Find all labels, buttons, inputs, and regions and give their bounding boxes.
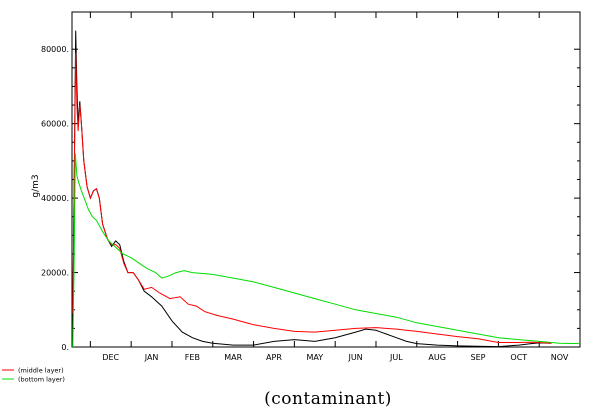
plot-frame: [71, 11, 581, 348]
x-tick-label: AUG: [428, 353, 446, 362]
y-tick-label: 40000.: [41, 194, 69, 203]
y-axis-label: g/m3: [31, 174, 41, 197]
chart-caption: (contaminant): [264, 389, 392, 409]
x-tick-label: OCT: [510, 353, 527, 362]
legend-label: (bottom layer): [18, 376, 65, 384]
x-tick-label: NOV: [551, 353, 569, 362]
x-tick-label: MAR: [224, 353, 242, 362]
x-tick-label: MAY: [306, 353, 323, 362]
y-tick-label: 20000.: [41, 269, 69, 278]
x-tick-label: JUN: [347, 353, 362, 362]
plot-border: [71, 11, 581, 348]
x-tick-label: FEB: [185, 353, 200, 362]
series-line-2: [72, 52, 552, 344]
x-tick-label: APR: [266, 353, 282, 362]
y-tick-label: 0.: [61, 343, 69, 352]
x-tick-label: SEP: [471, 353, 486, 362]
series-lines: [72, 30, 581, 348]
x-tick-label: JUL: [389, 353, 403, 362]
y-tick-label: 80000.: [41, 45, 69, 54]
y-axis: 0. 20000. 40000. 60000. 80000.: [41, 45, 580, 352]
series-line-1: [72, 30, 552, 348]
legend-label: (middle layer): [18, 367, 64, 375]
series-line-3: [72, 153, 581, 348]
x-tick-label: JAN: [144, 353, 159, 362]
x-tick-label: DEC: [102, 353, 119, 362]
y-tick-label: 60000.: [41, 120, 69, 129]
legend: (middle layer)(bottom layer): [2, 367, 65, 384]
x-axis: DEC JAN FEB MAR APR MAY JUN JUL AUG SEP OCT NOV: [89, 12, 569, 362]
